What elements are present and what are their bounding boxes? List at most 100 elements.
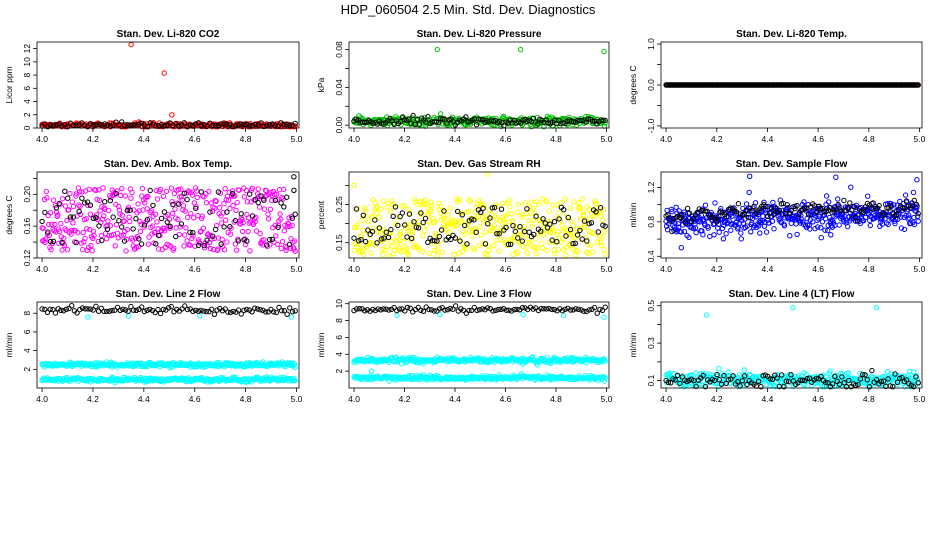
data-point (113, 119, 119, 125)
y-tick-label: 10 (334, 299, 344, 309)
data-point (65, 124, 71, 130)
data-point (278, 120, 284, 126)
data-point (218, 121, 224, 127)
data-point (435, 119, 442, 126)
x-axis: 4.0 4.2 4.4 4.6 4.8 5.0 (348, 128, 613, 144)
data-point (169, 210, 176, 217)
data-point (228, 225, 234, 231)
data-point (224, 239, 230, 245)
x-tick-label: 4.6 (500, 394, 512, 404)
x-tick-label: 5.0 (291, 394, 303, 404)
data-point (585, 116, 591, 122)
data-point (915, 82, 921, 88)
x-axis: 4.0 4.2 4.4 4.6 4.8 5.0 (660, 128, 926, 144)
x-tick-label: 4.8 (550, 264, 562, 274)
data-point (85, 202, 91, 209)
data-point (425, 114, 431, 120)
data-point (136, 119, 142, 125)
x-tick-label: 5.0 (291, 134, 303, 144)
data-point (45, 229, 51, 235)
data-point (84, 226, 90, 232)
data-point (258, 120, 264, 126)
panel-title: Stan. Dev. Line 2 Flow (116, 289, 221, 300)
x-tick-label: 4.8 (863, 264, 875, 274)
data-point (95, 238, 102, 245)
data-point (133, 122, 139, 128)
data-point (172, 206, 178, 212)
data-point (281, 121, 287, 128)
data-point (136, 208, 143, 214)
data-point (261, 123, 267, 130)
data-point (49, 221, 55, 228)
data-point (275, 241, 281, 248)
data-point (234, 200, 240, 206)
data-point (154, 219, 160, 225)
data-point (79, 189, 85, 195)
data-point (213, 198, 219, 205)
x-tick-label: 5.0 (914, 394, 926, 404)
data-points (351, 46, 608, 130)
y-tick-label: 2 (22, 367, 32, 372)
y-tick-label: 4 (22, 348, 32, 353)
data-point (463, 114, 469, 120)
data-point (131, 207, 137, 213)
data-point (96, 121, 102, 128)
data-point (163, 188, 170, 195)
data-point (99, 216, 106, 222)
x-tick-label: 4.6 (189, 394, 201, 404)
data-point (220, 209, 227, 216)
data-point (175, 186, 182, 193)
y-tick-label: -1.0 (646, 118, 656, 133)
data-point (215, 246, 221, 252)
data-point (98, 232, 105, 239)
x-tick-label: 4.0 (348, 134, 360, 144)
data-point (198, 122, 205, 128)
x-tick-label: 4.0 (348, 394, 360, 404)
data-point (212, 205, 218, 211)
data-point (53, 205, 59, 211)
data-point (243, 241, 249, 248)
data-point (89, 248, 95, 254)
data-point (498, 123, 504, 130)
data-point (43, 236, 49, 242)
y-axis-label: degrees C (628, 65, 638, 104)
data-point (219, 236, 225, 243)
y-tick-label: 4 (334, 352, 344, 357)
data-point (48, 246, 54, 253)
data-point (161, 70, 167, 76)
data-point (182, 208, 188, 214)
data-point (70, 203, 77, 210)
data-point (197, 229, 204, 235)
data-point (253, 228, 260, 234)
data-point (261, 206, 268, 212)
data-point (42, 209, 48, 216)
data-point (198, 215, 205, 222)
x-tick-label: 4.4 (762, 394, 774, 404)
data-point (266, 121, 273, 128)
data-point (252, 121, 259, 127)
data-point (141, 224, 147, 230)
data-point (39, 218, 45, 225)
data-point (194, 194, 201, 201)
x-tick-label: 4.2 (711, 134, 723, 144)
x-tick-label: 4.4 (138, 134, 150, 144)
data-point (193, 121, 199, 127)
x-tick-label: 4.6 (812, 394, 824, 404)
data-point (189, 192, 196, 198)
data-point (243, 187, 250, 194)
data-point (52, 221, 58, 228)
data-point (128, 195, 134, 201)
data-point (287, 245, 294, 251)
data-point (90, 215, 97, 222)
data-point (233, 247, 240, 253)
data-point (282, 243, 289, 250)
data-point (161, 225, 167, 232)
data-point (192, 185, 199, 191)
plot-frame (36, 41, 300, 129)
x-tick-label: 5.0 (914, 264, 926, 274)
data-point (210, 122, 216, 128)
data-point (122, 193, 129, 199)
data-point (179, 197, 185, 203)
data-point (490, 122, 497, 128)
